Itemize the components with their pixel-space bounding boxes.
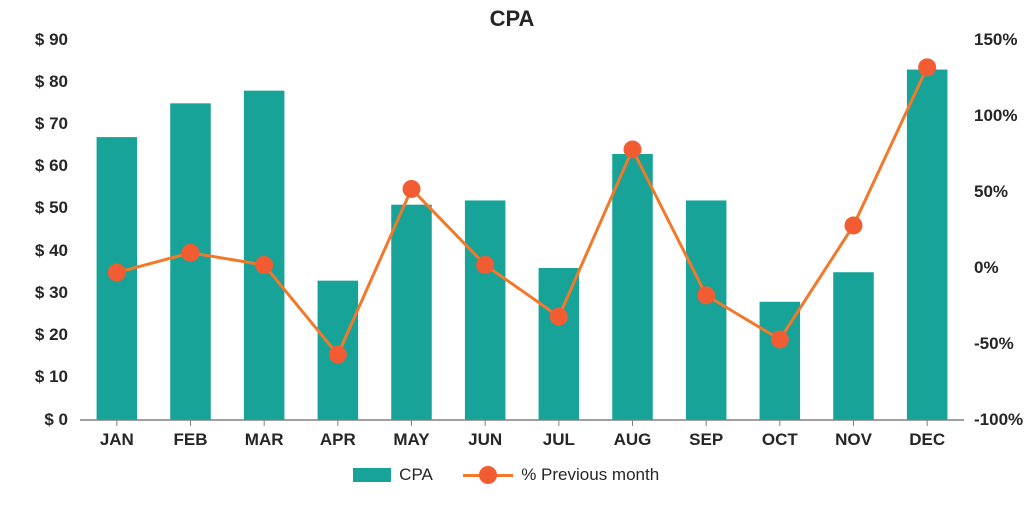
- pct-line: [117, 67, 927, 354]
- y-right-tick-label: -50%: [974, 334, 1014, 354]
- pct-marker: [182, 244, 200, 262]
- pct-marker: [403, 180, 421, 198]
- y-right-tick-label: 100%: [974, 106, 1017, 126]
- pct-marker: [624, 140, 642, 158]
- y-left-tick-label: $ 80: [0, 72, 68, 92]
- bar: [612, 154, 653, 420]
- legend-label-cpa: CPA: [399, 465, 433, 485]
- y-left-tick-label: $ 0: [0, 410, 68, 430]
- x-category-label: SEP: [689, 430, 723, 450]
- legend-label-pct: % Previous month: [521, 465, 659, 485]
- pct-marker: [550, 308, 568, 326]
- y-right-tick-label: 50%: [974, 182, 1008, 202]
- bar: [833, 272, 874, 420]
- y-left-tick-label: $ 20: [0, 325, 68, 345]
- x-category-label: OCT: [762, 430, 798, 450]
- pct-marker: [476, 256, 494, 274]
- bar: [465, 200, 506, 420]
- x-category-label: JUN: [468, 430, 502, 450]
- x-category-label: FEB: [174, 430, 208, 450]
- x-category-label: AUG: [614, 430, 652, 450]
- y-left-tick-label: $ 10: [0, 367, 68, 387]
- bar: [907, 70, 948, 420]
- bar: [686, 200, 727, 420]
- y-left-tick-label: $ 40: [0, 241, 68, 261]
- x-category-label: NOV: [835, 430, 872, 450]
- x-category-label: DEC: [909, 430, 945, 450]
- pct-marker: [108, 264, 126, 282]
- pct-marker: [329, 346, 347, 364]
- pct-marker: [845, 216, 863, 234]
- y-left-tick-label: $ 30: [0, 283, 68, 303]
- y-left-tick-label: $ 50: [0, 198, 68, 218]
- y-right-tick-label: -100%: [974, 410, 1023, 430]
- pct-marker: [697, 286, 715, 304]
- y-right-tick-label: 0%: [974, 258, 999, 278]
- bar: [391, 205, 432, 420]
- y-left-tick-label: $ 60: [0, 156, 68, 176]
- y-right-tick-label: 150%: [974, 30, 1017, 50]
- pct-marker: [771, 330, 789, 348]
- bar: [539, 268, 580, 420]
- bar: [244, 91, 285, 420]
- x-category-label: MAR: [245, 430, 284, 450]
- y-left-tick-label: $ 70: [0, 114, 68, 134]
- cpa-chart: CPA $ 0 $ 10 $ 20 $ 30 $ 40 $ 50 $ 60 $ 70 $ 80 $…: [0, 0, 1024, 515]
- legend-swatch-cpa: [353, 468, 391, 482]
- x-category-label: JAN: [100, 430, 134, 450]
- x-category-label: JUL: [543, 430, 575, 450]
- pct-marker: [918, 58, 936, 76]
- y-left-tick-label: $ 90: [0, 30, 68, 50]
- x-category-label: MAY: [393, 430, 429, 450]
- pct-marker: [255, 256, 273, 274]
- x-category-label: APR: [320, 430, 356, 450]
